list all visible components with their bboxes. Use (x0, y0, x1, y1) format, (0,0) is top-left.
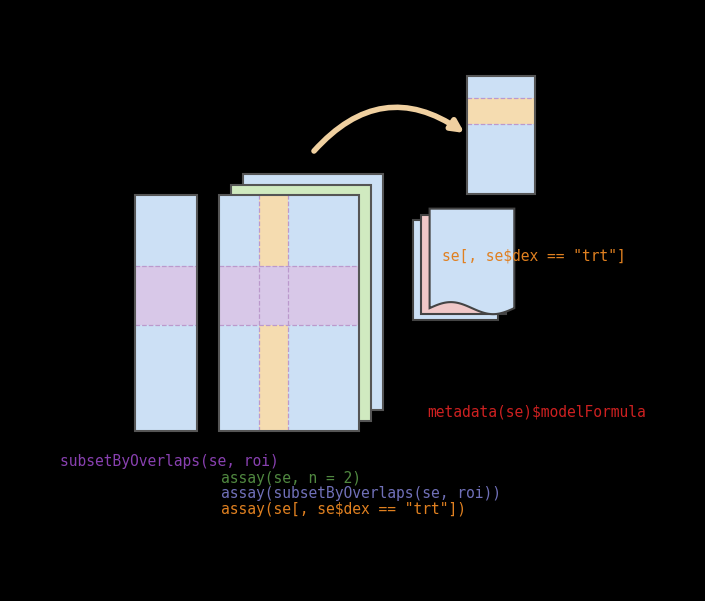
Bar (231, 185, 371, 421)
Bar (219, 195, 359, 431)
Text: se[, se$dex == "trt"]: se[, se$dex == "trt"] (442, 249, 626, 264)
Text: assay(subsetByOverlaps(se, roi)): assay(subsetByOverlaps(se, roi)) (221, 486, 501, 501)
Bar (467, 76, 535, 194)
Bar (135, 195, 197, 431)
Text: subsetByOverlaps(se, roi): subsetByOverlaps(se, roi) (60, 454, 278, 469)
Bar (219, 195, 359, 431)
Bar (259, 195, 288, 431)
Polygon shape (429, 209, 515, 314)
Bar (243, 174, 383, 410)
Text: metadata(se)$modelFormula: metadata(se)$modelFormula (427, 404, 646, 419)
Bar (219, 266, 359, 325)
Bar (135, 266, 197, 325)
Bar (135, 195, 197, 431)
Bar (413, 220, 498, 320)
Bar (467, 76, 535, 194)
Bar (467, 98, 535, 124)
Text: assay(se[, se$dex == "trt"]): assay(se[, se$dex == "trt"]) (221, 502, 466, 517)
Text: assay(se, n = 2): assay(se, n = 2) (221, 471, 361, 486)
Bar (422, 215, 506, 314)
